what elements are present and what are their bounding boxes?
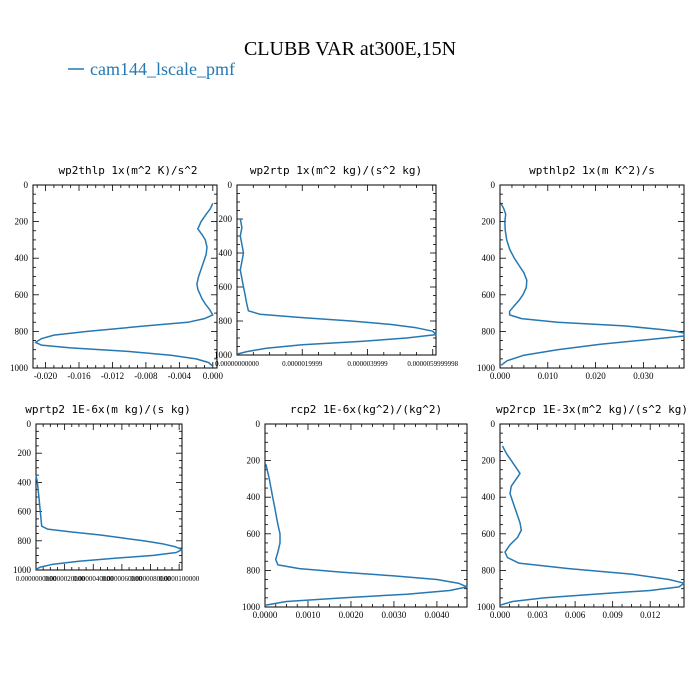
series-line [236, 218, 437, 355]
y-tick-label: 800 [18, 536, 32, 546]
x-tick-label: 0.010 [538, 371, 559, 381]
x-tick-label: 0.000 [203, 371, 224, 381]
y-tick-label: 800 [482, 565, 496, 575]
y-tick-label: 1000 [477, 363, 496, 373]
x-tick-label: 0.000 [490, 371, 511, 381]
panel-title: wpthlp2 1x(m K^2)/s [529, 164, 655, 177]
x-tick-label: 0.009 [603, 610, 624, 620]
x-tick-label: 0.0000039999 [347, 360, 388, 368]
series-line [264, 464, 468, 606]
x-tick-label: 0.0000020000 [45, 575, 86, 583]
y-tick-label: 0 [491, 419, 496, 429]
panel-wp2rtp: wp2rtp 1x(m^2 kg)/(s^2 kg) 0 200 400 600 800 1… [214, 164, 459, 368]
panel-frame [499, 184, 685, 369]
panel-frame [499, 423, 685, 608]
y-tick-label: 400 [15, 253, 29, 263]
x-tick-label: -0.004 [168, 371, 192, 381]
x-tick-label: 0.003 [527, 610, 548, 620]
panel-title: wp2rcp 1E-3x(m^2 kg)/(s^2 kg) [496, 403, 688, 416]
y-tick-label: 200 [18, 448, 32, 458]
x-tick-label: 0.0000059999998 [407, 360, 458, 368]
x-tick-label: 0.020 [585, 371, 606, 381]
y-tick-label: 0 [491, 180, 496, 190]
y-tick-label: 1000 [214, 350, 233, 360]
x-tick-label: 0.0010 [296, 610, 321, 620]
y-tick-label: 800 [15, 326, 29, 336]
panel-wp2rcp: wp2rcp 1E-3x(m^2 kg)/(s^2 kg)0 200 400 600 8… [477, 403, 688, 620]
y-tick-label: 400 [219, 248, 233, 258]
series-line [500, 202, 685, 366]
x-tick-label: 0.0000080000 [130, 575, 171, 583]
x-tick-label: 0.012 [640, 610, 660, 620]
x-tick-label: -0.020 [34, 371, 58, 381]
panels-group: wp2thlp 1x(m^2 K)/s^2 0 200 400 600 800 1000 -0… [10, 164, 688, 620]
y-tick-label: 200 [247, 456, 261, 466]
x-tick-label: -0.012 [101, 371, 124, 381]
y-tick-label: 0 [228, 180, 233, 190]
panel-frame [35, 423, 183, 571]
y-tick-label: 600 [247, 529, 261, 539]
x-tick-label: 0.0000100000 [159, 575, 200, 583]
x-tick-label: 0.0000 [253, 610, 278, 620]
x-tick-label: 0.00000000000 [215, 360, 259, 368]
series-line [34, 202, 214, 367]
series-line [499, 445, 685, 606]
panel-title: wprtp2 1E-6x(m kg)/(s kg) [25, 403, 191, 416]
y-tick-label: 200 [15, 217, 29, 227]
y-tick-label: 600 [219, 282, 233, 292]
y-tick-label: 200 [482, 217, 496, 227]
y-tick-label: 200 [482, 456, 496, 466]
y-tick-label: 600 [482, 290, 496, 300]
y-tick-label: 0 [256, 419, 261, 429]
x-tick-label: 0.0000019999 [282, 360, 323, 368]
x-tick-label: 0.0040 [425, 610, 450, 620]
x-tick-label: 0.0030 [382, 610, 407, 620]
panel-rcp2: rcp2 1E-6x(kg^2)/(kg^2) 0 200 400 600 800 1000… [242, 403, 468, 620]
figure-title: CLUBB VAR at300E,15N [244, 38, 456, 60]
x-tick-label: -0.008 [134, 371, 158, 381]
y-tick-label: 400 [482, 492, 496, 502]
y-tick-label: 600 [482, 529, 496, 539]
panel-title: rcp2 1E-6x(kg^2)/(kg^2) [290, 403, 442, 416]
legend-label: cam144_lscale_pmf [90, 59, 235, 79]
x-tick-label: 0.030 [633, 371, 654, 381]
panel-title: wp2thlp 1x(m^2 K)/s^2 [58, 164, 197, 177]
y-tick-label: 0 [27, 419, 32, 429]
y-tick-label: 600 [18, 507, 32, 517]
x-tick-label: 0.0000040000 [73, 575, 114, 583]
series-line [35, 474, 183, 570]
y-tick-label: 1000 [10, 363, 29, 373]
x-tick-label: 0.000 [490, 610, 511, 620]
y-tick-label: 400 [247, 492, 261, 502]
panel-title: wp2rtp 1x(m^2 kg)/(s^2 kg) [250, 164, 422, 177]
x-tick-label: -0.016 [67, 371, 91, 381]
x-tick-label: 0.0000000000 [16, 575, 57, 583]
y-tick-label: 400 [18, 477, 32, 487]
y-tick-label: 400 [482, 253, 496, 263]
y-tick-label: 1000 [477, 602, 496, 612]
panel-frame [32, 184, 218, 369]
y-tick-label: 200 [219, 214, 233, 224]
panel-wpthlp2: wpthlp2 1x(m K^2)/s 0 200 400 600 800 10000.00… [477, 164, 685, 381]
y-tick-label: 1000 [13, 565, 32, 575]
x-tick-label: 0.0000060000 [102, 575, 143, 583]
y-tick-label: 0 [24, 180, 29, 190]
y-tick-label: 1000 [242, 602, 261, 612]
x-tick-label: 0.0020 [339, 610, 364, 620]
panel-wprtp2: wprtp2 1E-6x(m kg)/(s kg) 0 200 400 600 800 10… [13, 403, 200, 583]
y-tick-label: 800 [247, 565, 261, 575]
y-tick-label: 800 [219, 316, 233, 326]
y-tick-label: 800 [482, 326, 496, 336]
panel-frame [236, 184, 437, 356]
panel-wp2thlp: wp2thlp 1x(m^2 K)/s^2 0 200 400 600 800 1000 -0… [10, 164, 223, 381]
x-tick-label: 0.006 [565, 610, 586, 620]
y-tick-label: 600 [15, 290, 29, 300]
